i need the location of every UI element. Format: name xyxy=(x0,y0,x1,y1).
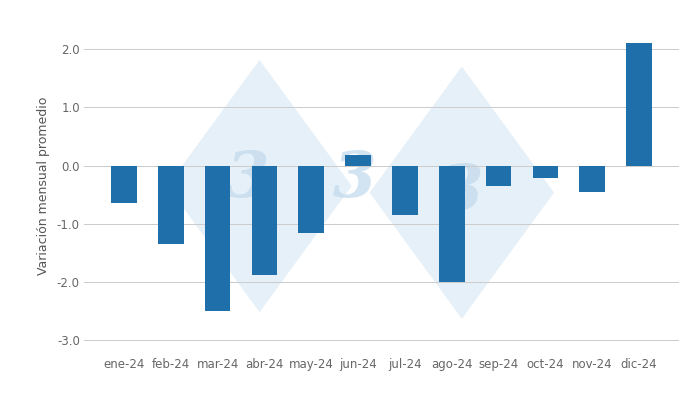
Bar xyxy=(439,166,465,282)
Y-axis label: Variación mensual promedio: Variación mensual promedio xyxy=(37,97,50,275)
Text: 3: 3 xyxy=(333,149,377,210)
Text: 3: 3 xyxy=(440,162,484,223)
Bar xyxy=(158,166,183,244)
Text: 3: 3 xyxy=(226,149,270,210)
Bar xyxy=(251,166,277,275)
Bar xyxy=(533,166,559,178)
Bar xyxy=(580,166,605,192)
Bar xyxy=(392,166,418,215)
Polygon shape xyxy=(167,60,351,312)
Bar xyxy=(204,166,230,311)
Bar xyxy=(486,166,512,186)
Bar xyxy=(345,155,371,166)
Bar xyxy=(298,166,324,232)
Bar xyxy=(626,43,652,166)
Bar xyxy=(111,166,136,204)
Polygon shape xyxy=(370,66,554,319)
